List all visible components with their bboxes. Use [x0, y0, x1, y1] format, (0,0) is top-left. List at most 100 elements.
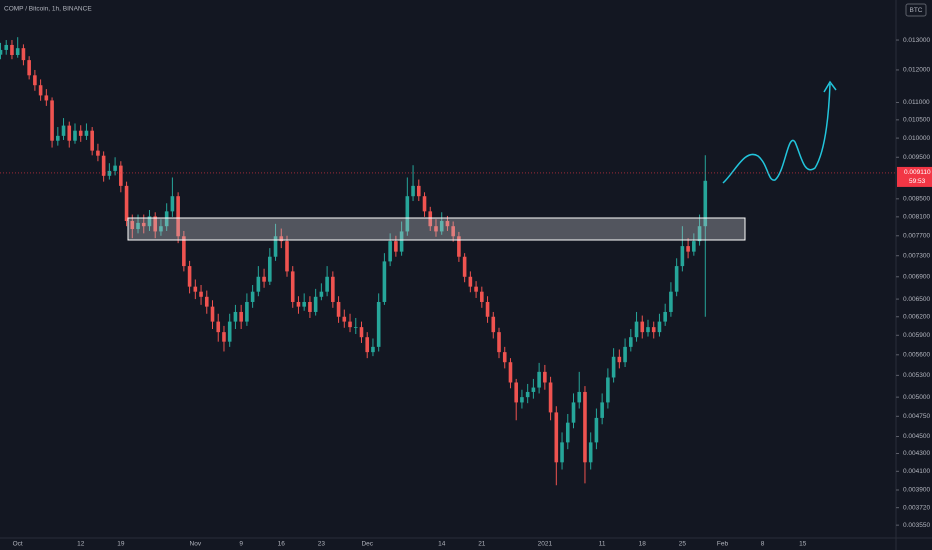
candle-body — [159, 226, 163, 232]
y-tick-label: 0.005900 — [903, 332, 930, 339]
x-tick-label: 9 — [239, 541, 243, 548]
candle-body — [657, 321, 662, 333]
candle-body — [199, 291, 203, 297]
candle-body — [680, 246, 685, 267]
candle-body — [399, 231, 404, 252]
candle-body — [376, 301, 381, 347]
countdown: 59:53 — [909, 178, 926, 185]
candle-body — [268, 256, 272, 282]
candle-body — [365, 337, 370, 353]
candle-body — [250, 291, 255, 302]
candle-body — [262, 276, 266, 282]
candle-body — [313, 296, 318, 312]
candle-body — [416, 185, 421, 197]
x-tick-label: 8 — [761, 541, 765, 548]
candle-body — [296, 301, 301, 307]
candle-body — [514, 382, 518, 403]
x-tick-label: 2021 — [538, 541, 553, 548]
candle-body — [73, 130, 77, 141]
projection-arrow — [823, 80, 837, 93]
candle-body — [290, 271, 295, 302]
candle-body — [78, 130, 83, 136]
y-tick-label: 0.004300 — [903, 450, 930, 457]
x-tick-label: 15 — [799, 541, 807, 548]
candle-body — [422, 196, 427, 212]
candle-body — [233, 311, 238, 322]
x-tick-label: 23 — [318, 541, 326, 548]
candle-body — [382, 261, 387, 302]
candle-body — [227, 321, 232, 342]
candle-body — [428, 211, 433, 227]
candle-body — [342, 316, 347, 322]
candle-body — [4, 44, 9, 50]
candle-body — [153, 216, 158, 232]
candle-body — [0, 49, 3, 55]
support-zone — [127, 217, 746, 241]
candle-body — [560, 442, 564, 463]
candle-body — [101, 155, 106, 176]
candle-body — [474, 286, 478, 292]
x-tick-label: 25 — [679, 541, 687, 548]
candle-body — [359, 327, 364, 338]
candle-body — [130, 221, 135, 230]
candle-body — [331, 276, 335, 302]
candle-body — [537, 371, 541, 388]
y-tick-label: 0.006500 — [903, 296, 930, 303]
candle-body — [136, 222, 140, 230]
x-tick-label: 12 — [77, 541, 85, 548]
candle-body — [525, 391, 530, 398]
candle-body — [164, 211, 169, 227]
candle-body — [451, 226, 455, 237]
last-price-box — [897, 166, 932, 187]
candle-body — [548, 382, 553, 413]
candle-body — [646, 327, 650, 333]
y-tick-label: 0.009500 — [903, 154, 930, 161]
candle-body — [187, 266, 192, 287]
candle-body — [686, 246, 690, 252]
candle-body — [508, 362, 513, 383]
candle-body — [308, 301, 312, 312]
candle-body — [588, 442, 593, 463]
candle-body — [606, 377, 610, 403]
candle-body — [640, 321, 645, 333]
candle-body — [325, 276, 329, 292]
x-tick-label: Dec — [361, 541, 373, 548]
candles — [0, 37, 708, 486]
candle-body — [669, 291, 673, 312]
candle-body — [651, 327, 656, 333]
candle-body — [348, 321, 352, 328]
candle-body — [27, 60, 31, 76]
y-tick-label: 0.008500 — [903, 196, 930, 203]
x-tick-label: 14 — [438, 541, 446, 548]
candle-body — [600, 402, 604, 418]
y-tick-label: 0.005000 — [903, 394, 930, 401]
candle-body — [113, 165, 117, 171]
candle-body — [502, 352, 507, 363]
candle-body — [204, 296, 209, 307]
candle-body — [279, 236, 284, 242]
candle-body — [124, 185, 129, 222]
candle-body — [90, 130, 94, 151]
candle-body — [565, 422, 570, 443]
chart-title: COMP / Bitcoin, 1h, BINANCE — [4, 6, 92, 13]
candle-body — [491, 316, 496, 333]
y-tick-label: 0.005600 — [903, 352, 930, 359]
candle-body — [485, 301, 490, 317]
x-tick-label: 16 — [278, 541, 286, 548]
y-tick-label: 0.012000 — [903, 67, 930, 74]
candle-body — [411, 185, 415, 197]
candle-body — [468, 276, 473, 287]
candle-body — [623, 346, 627, 363]
candle-body — [434, 226, 438, 232]
candle-body — [394, 241, 398, 252]
candle-body — [170, 196, 175, 212]
candle-body — [141, 222, 146, 227]
candle-body — [285, 241, 289, 272]
candle-body — [497, 332, 501, 353]
candle-body — [554, 412, 559, 463]
x-tick-label: 21 — [478, 541, 486, 548]
candle-body — [245, 301, 249, 322]
candle-body — [617, 356, 622, 363]
